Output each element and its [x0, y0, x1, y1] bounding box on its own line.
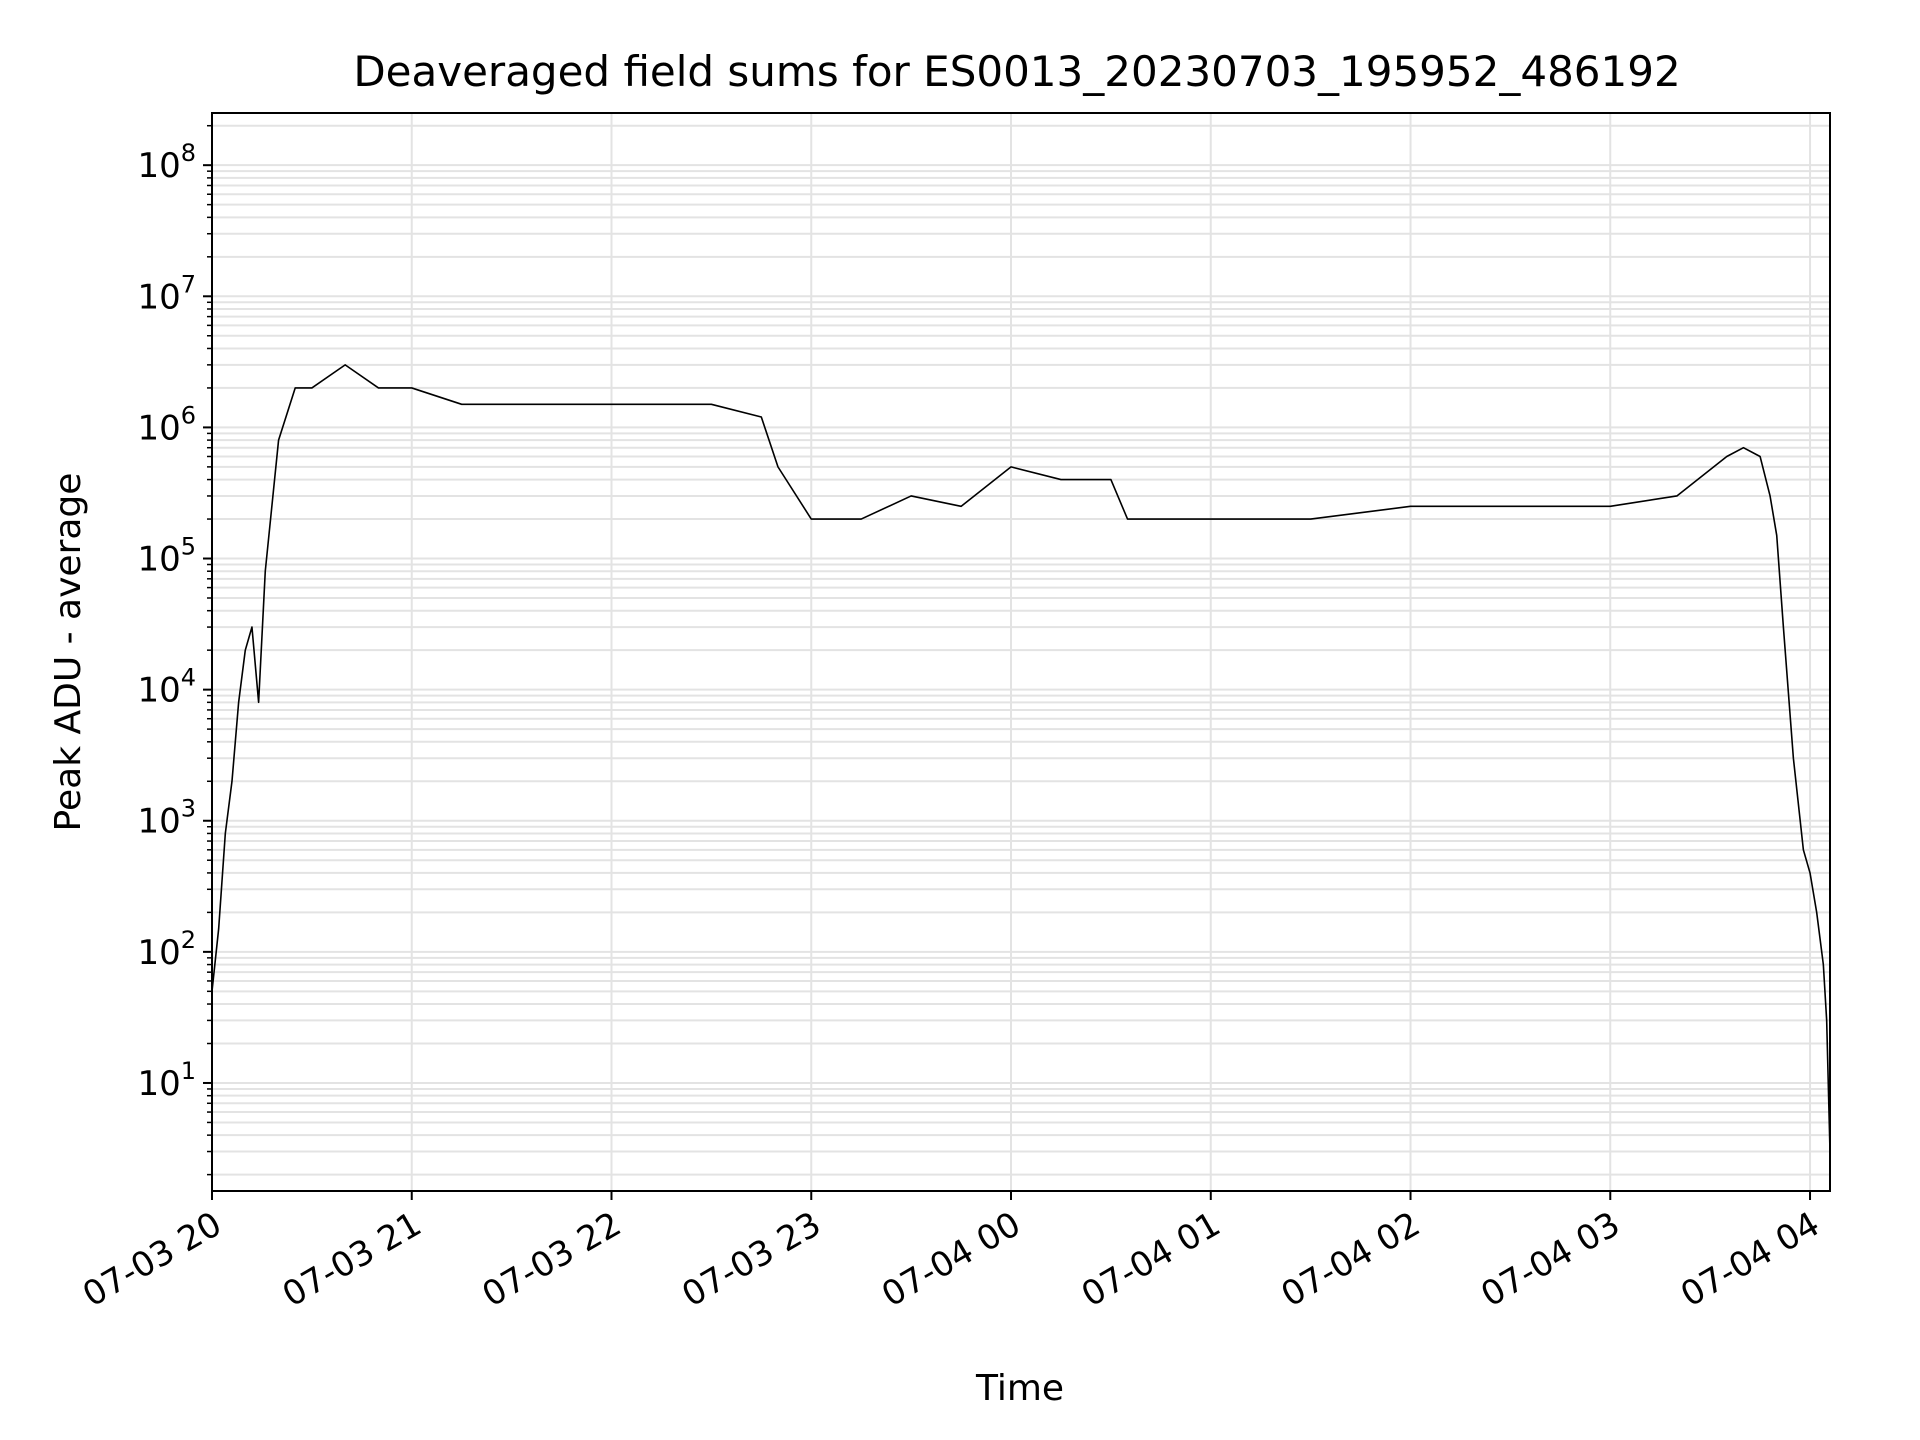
plot-frame — [211, 112, 1831, 1192]
plot-background — [212, 113, 1830, 1191]
y-tick-label: 106 — [137, 401, 196, 448]
series-line — [211, 364, 1831, 1152]
grid-layer — [211, 113, 1830, 1191]
series-layer — [211, 364, 1831, 1152]
chart-title: Deaveraged field sums for ES0013_2023070… — [353, 47, 1680, 96]
y-tick-label: 101 — [137, 1057, 196, 1104]
plot-area — [211, 112, 1831, 1192]
y-tick-label: 105 — [137, 533, 196, 580]
y-tick-label: 104 — [137, 664, 196, 711]
y-tick-label: 102 — [137, 926, 196, 973]
y-tick-label: 103 — [137, 795, 196, 842]
y-axis-label: Peak ADU - average — [48, 473, 89, 832]
x-axis-label: Time — [975, 1368, 1064, 1409]
y-tick-label: 108 — [137, 139, 196, 186]
y-axis: 101 102 103 104 105 106 107 108 — [137, 124, 212, 1176]
y-tick-label: 107 — [137, 270, 196, 317]
